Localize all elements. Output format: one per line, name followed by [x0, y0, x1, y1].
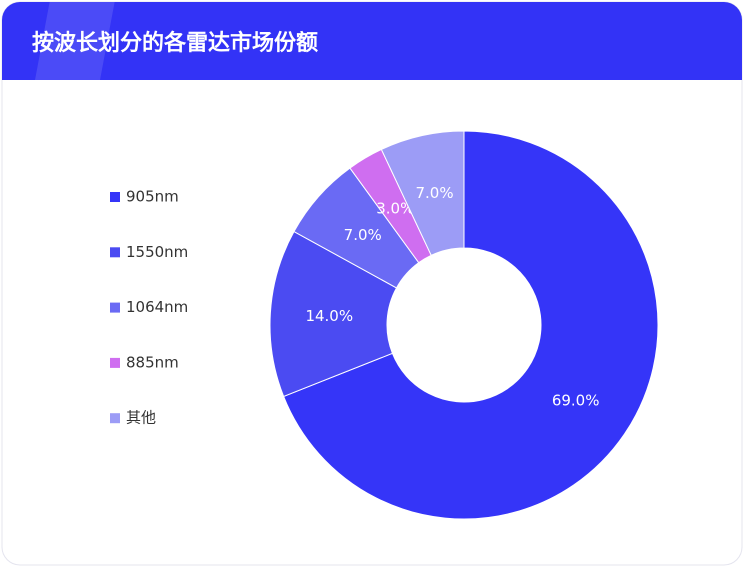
slice-label: 7.0% — [415, 184, 453, 202]
slice-label: 69.0% — [552, 391, 600, 409]
legend-label: 1064nm — [126, 298, 188, 316]
legend-swatch — [110, 413, 120, 424]
slice — [269, 230, 398, 398]
header — [2, 2, 742, 80]
legend-swatch — [110, 302, 120, 313]
legend-label: 905nm — [126, 188, 179, 206]
legend-swatch — [110, 357, 120, 368]
slice — [380, 130, 465, 256]
legend-label: 1550nm — [126, 243, 188, 261]
slice-label: 7.0% — [344, 226, 382, 244]
legend-label: 885nm — [126, 353, 179, 371]
legend-label: 其他 — [126, 409, 156, 427]
chart-title: 按波长划分的各雷达市场份额 — [32, 30, 318, 56]
header-decoration — [35, 2, 115, 80]
slice-label: 14.0% — [305, 307, 353, 325]
slice — [282, 130, 659, 520]
slice-label: 3.0% — [376, 199, 414, 217]
legend-swatch — [110, 192, 120, 202]
legend-swatch — [110, 247, 120, 258]
